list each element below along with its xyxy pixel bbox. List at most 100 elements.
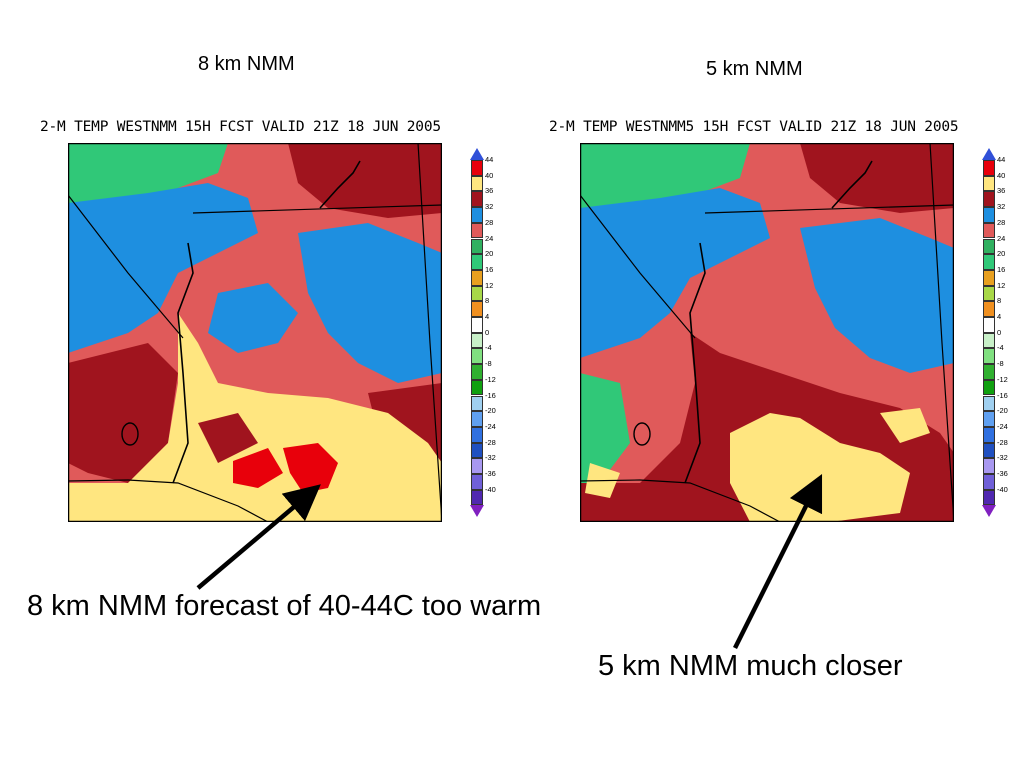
legend-swatch: [471, 411, 483, 427]
legend-label: 24: [485, 233, 494, 243]
legend-label: -32: [485, 453, 496, 463]
left-color-legend: 44 40 36 32 28 24 20 16 12 8 4 0 -4 -8 -12 -16 -20 -24 -28…: [470, 148, 511, 520]
right-callout-arrow: [732, 473, 823, 650]
legend-label: -36: [485, 469, 496, 478]
legend-label: 32: [485, 202, 494, 212]
right-color-legend: 44 40 36 32 28 24 20 16 12 8 4 0 -4 -8 -12 -16 -20 -24 -28…: [982, 148, 1023, 520]
legend-swatch: [983, 285, 995, 302]
legend-label: 40: [997, 170, 1006, 180]
legend-swatch: [471, 379, 483, 396]
legend-swatch: [983, 458, 995, 474]
legend-swatch: [471, 348, 483, 365]
legend-label: 4: [485, 312, 490, 321]
legend-swatch: [983, 379, 995, 396]
legend-swatch: [983, 317, 995, 333]
legend-label: -4: [485, 343, 492, 353]
legend-label: 0: [997, 327, 1002, 337]
legend-swatch: [471, 317, 483, 333]
legend-swatch: [983, 160, 995, 176]
legend-swatch: [471, 238, 483, 255]
legend-label: -8: [997, 359, 1004, 369]
legend-label: -16: [485, 390, 496, 400]
legend-swatch: [983, 411, 995, 427]
legend-label: -24: [485, 421, 496, 431]
legend-label: 0: [485, 327, 490, 337]
left-map-heading: 8 km NMM: [198, 53, 295, 75]
legend-label: -40: [485, 484, 496, 494]
legend-label: 4: [997, 312, 1002, 321]
legend-swatch: [471, 222, 483, 239]
legend-label: -36: [997, 469, 1008, 478]
legend-label: 36: [997, 186, 1006, 196]
legend-label: 20: [997, 249, 1006, 259]
legend-swatch: [471, 395, 483, 412]
legend-swatch: [983, 254, 995, 270]
legend-label: 24: [997, 233, 1006, 243]
legend-label: -16: [997, 390, 1008, 400]
legend-swatch: [983, 364, 995, 380]
right-map-title: 2-M TEMP WESTNMM5 15H FCST VALID 21Z 18 …: [549, 119, 959, 135]
right-callout-text: 5 km NMM much closer: [598, 650, 903, 682]
legend-swatch: [983, 222, 995, 239]
legend-swatch: [471, 191, 483, 208]
legend-swatch: [471, 254, 483, 270]
legend-swatch: [983, 348, 995, 365]
legend-swatch: [471, 332, 483, 349]
legend-label: -24: [997, 421, 1008, 431]
legend-swatch: [983, 332, 995, 349]
legend-label: 36: [485, 186, 494, 196]
legend-label: 28: [997, 217, 1006, 227]
right-temperature-map: [580, 143, 954, 522]
legend-label: -20: [485, 406, 496, 416]
left-map-title: 2-M TEMP WESTNMM 15H FCST VALID 21Z 18 J…: [40, 119, 441, 135]
right-map-heading: 5 km NMM: [706, 58, 803, 80]
left-callout-arrow: [196, 484, 321, 590]
legend-label: 28: [485, 217, 494, 227]
legend-label: -12: [997, 374, 1008, 384]
legend-swatch: [983, 474, 995, 490]
legend-swatch: [471, 442, 483, 459]
legend-top-cap: [982, 148, 996, 160]
legend-top-cap: [470, 148, 484, 160]
legend-label: 32: [997, 202, 1006, 212]
legend-label: 8: [485, 296, 490, 306]
legend-label: 8: [997, 296, 1002, 306]
legend-label: 20: [485, 249, 494, 259]
legend-label: -12: [485, 374, 496, 384]
legend-swatch: [471, 474, 483, 490]
legend-label: -20: [997, 406, 1008, 416]
legend-swatch: [983, 269, 995, 286]
left-callout-text: 8 km NMM forecast of 40-44C too warm: [27, 590, 542, 622]
legend-swatch: [471, 301, 483, 317]
legend-swatch: [983, 207, 995, 223]
legend-swatch: [471, 489, 483, 506]
legend-swatch: [471, 458, 483, 474]
legend-swatch: [471, 175, 483, 192]
legend-swatch: [471, 207, 483, 223]
legend-swatch: [471, 285, 483, 302]
legend-swatch: [471, 426, 483, 443]
legend-label: 44: [485, 155, 494, 164]
legend-swatch: [983, 191, 995, 208]
legend-label: -32: [997, 453, 1008, 463]
legend-swatch: [983, 442, 995, 459]
legend-swatch: [471, 269, 483, 286]
legend-label: 16: [997, 264, 1006, 274]
legend-label: -28: [485, 437, 496, 447]
legend-swatch: [983, 426, 995, 443]
legend-label: -8: [485, 359, 492, 369]
legend-label: -4: [997, 343, 1004, 353]
left-temperature-map: [68, 143, 442, 522]
legend-swatch: [471, 160, 483, 176]
legend-label: 16: [485, 264, 494, 274]
legend-label: 44: [997, 155, 1006, 164]
legend-swatch: [983, 395, 995, 412]
legend-swatch: [983, 301, 995, 317]
legend-bottom-cap: [470, 505, 484, 518]
legend-label: 40: [485, 170, 494, 180]
legend-swatch: [983, 238, 995, 255]
legend-swatch: [983, 489, 995, 506]
legend-label: 12: [485, 280, 494, 290]
legend-swatch: [471, 364, 483, 380]
